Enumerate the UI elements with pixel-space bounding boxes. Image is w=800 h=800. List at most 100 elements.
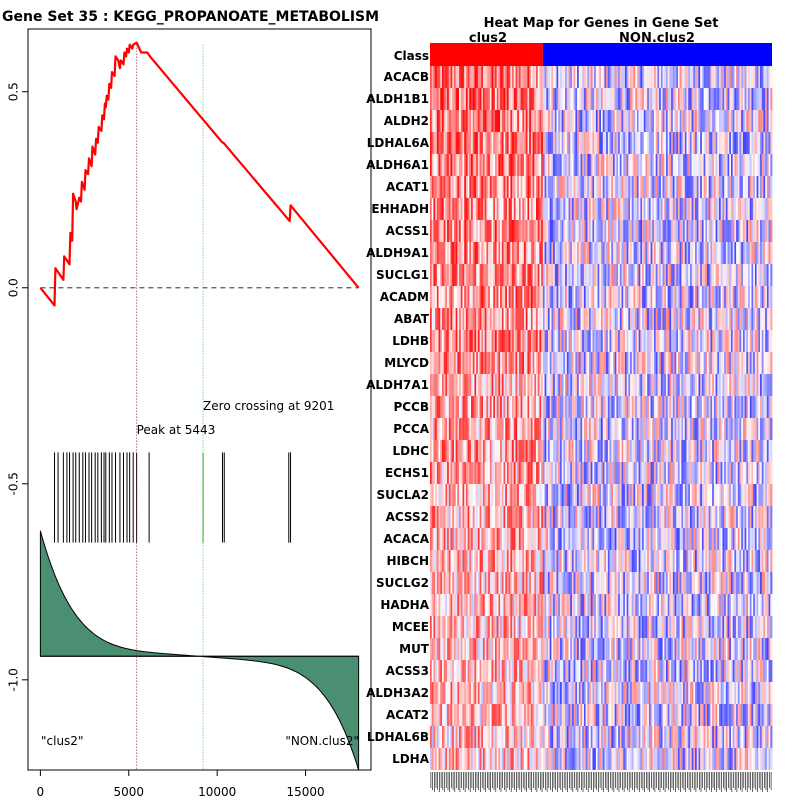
heatmap-cell	[582, 550, 585, 572]
heatmap-cell	[748, 352, 751, 374]
heatmap-cell	[566, 176, 569, 198]
heatmap-cell	[669, 154, 672, 176]
heatmap-cell	[459, 352, 462, 374]
heatmap-cell	[484, 220, 487, 242]
heatmap-cell	[741, 396, 744, 418]
heatmap-cell	[758, 352, 761, 374]
heatmap-cell	[445, 220, 448, 242]
heatmap-cell	[561, 242, 564, 264]
heatmap-cell	[679, 506, 682, 528]
heatmap-cell	[515, 264, 518, 286]
heatmap-cell	[537, 440, 540, 462]
heatmap-cell	[746, 440, 749, 462]
heatmap-cell	[529, 308, 532, 330]
heatmap-cell	[561, 220, 564, 242]
heatmap-cell	[498, 330, 501, 352]
heatmap-cell	[513, 396, 516, 418]
heatmap-cell	[713, 352, 716, 374]
heatmap-cell	[537, 242, 540, 264]
heatmap-cell	[459, 418, 462, 440]
heatmap-cell	[489, 330, 492, 352]
heatmap-cell	[732, 374, 735, 396]
heatmap-cell	[612, 352, 616, 374]
heatmap-cell	[530, 132, 533, 154]
heatmap-cell	[554, 88, 557, 110]
heatmap-cell	[594, 264, 597, 286]
heatmap-cell	[654, 418, 657, 440]
heatmap-cell	[441, 594, 445, 616]
heatmap-cell	[729, 528, 732, 550]
heatmap-cell	[659, 396, 662, 418]
heatmap-cell	[469, 264, 472, 286]
heatmap-cell	[488, 198, 491, 220]
heatmap-cell	[568, 396, 571, 418]
heatmap-cell	[746, 418, 749, 440]
heatmap-cell	[534, 528, 537, 550]
heatmap-cell	[729, 572, 732, 594]
heatmap-cell	[744, 572, 747, 594]
heatmap-cell	[606, 308, 609, 330]
heatmap-cell	[715, 374, 718, 396]
heatmap-cell	[558, 506, 561, 528]
heatmap-cell	[493, 418, 496, 440]
heatmap-cell	[665, 484, 669, 506]
heatmap-cell	[683, 132, 686, 154]
heatmap-cell	[438, 352, 441, 374]
heatmap-cell	[672, 66, 675, 88]
heatmap-cell	[654, 440, 657, 462]
heatmap-cell	[636, 242, 640, 264]
heatmap-cell	[489, 528, 492, 550]
heatmap-cell	[457, 484, 460, 506]
heatmap-cell	[597, 374, 600, 396]
heatmap-cell	[484, 154, 487, 176]
heatmap-cell	[659, 352, 662, 374]
heatmap-cell	[664, 264, 667, 286]
heatmap-cell	[452, 176, 455, 198]
heatmap-cell	[595, 484, 598, 506]
heatmap-cell	[464, 88, 467, 110]
heatmap-cell	[481, 528, 484, 550]
heatmap-cell	[754, 528, 758, 550]
heatmap-cell	[508, 220, 511, 242]
heatmap-cell	[604, 264, 607, 286]
heatmap-cell	[742, 550, 746, 572]
heatmap-cell	[722, 264, 725, 286]
heatmap-cell	[751, 154, 754, 176]
heatmap-cell	[624, 154, 628, 176]
heatmap-cell	[717, 286, 720, 308]
heatmap-cell	[636, 440, 640, 462]
heatmap-cell	[707, 330, 710, 352]
heatmap-cell	[760, 506, 763, 528]
heatmap-cell	[542, 528, 545, 550]
heatmap-cell	[732, 308, 735, 330]
heatmap-cell	[525, 528, 528, 550]
heatmap-cell	[525, 154, 528, 176]
heatmap-cell	[448, 308, 451, 330]
heatmap-cell	[763, 154, 766, 176]
heatmap-cell	[575, 242, 578, 264]
heatmap-cell	[691, 440, 694, 462]
heatmap-cell	[674, 374, 677, 396]
heatmap-cell	[505, 594, 508, 616]
heatmap-cell	[626, 528, 629, 550]
heatmap-cell	[606, 572, 609, 594]
heatmap-cell	[546, 594, 549, 616]
heatmap-cell	[493, 440, 496, 462]
heatmap-cell	[453, 572, 457, 594]
heatmap-cell	[621, 572, 624, 594]
heatmap-cell	[708, 352, 711, 374]
heatmap-cell	[722, 330, 725, 352]
heatmap-cell	[749, 440, 752, 462]
heatmap-cell	[476, 264, 479, 286]
heatmap-cell	[539, 286, 542, 308]
heatmap-cell	[730, 154, 734, 176]
heatmap-cell	[718, 264, 722, 286]
heatmap-cell	[479, 396, 482, 418]
heatmap-cell	[708, 550, 711, 572]
heatmap-cell	[455, 110, 458, 132]
heatmap-cell	[483, 440, 486, 462]
heatmap-cell	[503, 286, 506, 308]
heatmap-cell	[693, 550, 696, 572]
heatmap-cell	[508, 264, 511, 286]
heatmap-cell	[707, 264, 710, 286]
